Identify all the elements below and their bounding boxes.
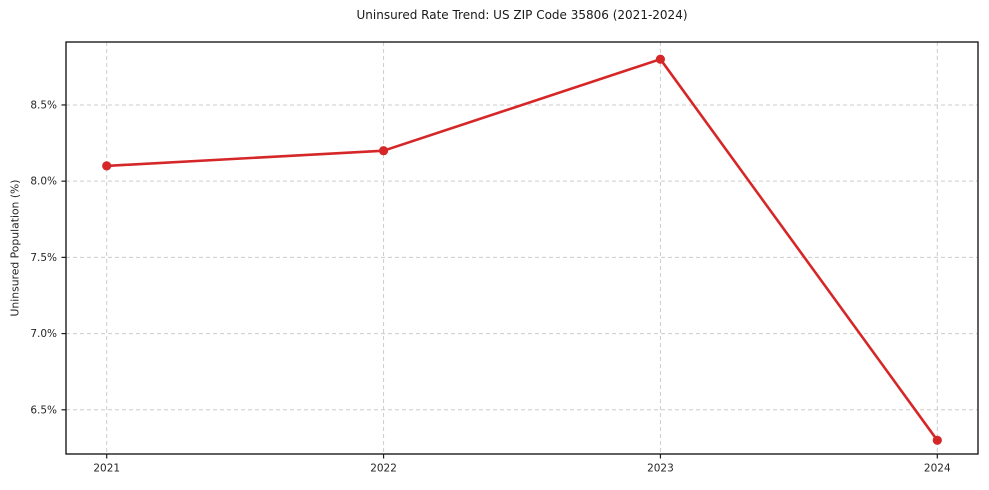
x-tick-label: 2022 [370, 463, 397, 475]
x-tick-label: 2024 [924, 463, 951, 475]
x-tick-label: 2023 [647, 463, 674, 475]
y-tick-label: 8.0% [30, 176, 57, 188]
trend-line [105, 57, 939, 442]
plot-frame [65, 41, 979, 455]
y-tick-label: 7.0% [30, 328, 57, 340]
y-tick-label: 6.5% [30, 404, 57, 416]
y-tick-label: 8.5% [30, 99, 57, 111]
x-tick-label: 2021 [93, 463, 120, 475]
data-point-marker [932, 435, 942, 445]
data-point-marker [655, 54, 666, 64]
data-point-marker [379, 146, 389, 156]
y-tick-label: 7.5% [30, 252, 57, 264]
data-point-marker [102, 161, 112, 171]
chart-title: Uninsured Rate Trend: US ZIP Code 35806 … [356, 8, 688, 22]
